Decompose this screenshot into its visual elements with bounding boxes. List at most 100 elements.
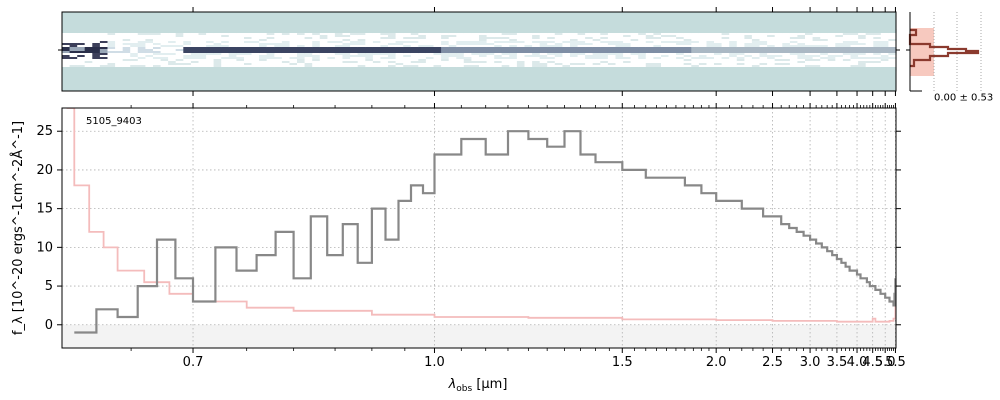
spectrum-2d-cell xyxy=(585,55,594,58)
spectrum-2d-cell xyxy=(441,45,450,48)
spectrum-2d-cell xyxy=(62,37,71,40)
spectrum-2d-cell xyxy=(251,63,260,66)
spectrum-2d-cell xyxy=(858,51,867,54)
spectrum-2d-cell xyxy=(388,59,397,62)
spectrum-2d-cell xyxy=(698,39,708,42)
spectrum-2d-cell xyxy=(865,63,874,66)
spectrum-2d-cell xyxy=(372,67,382,70)
spectrum-2d-cell xyxy=(547,47,556,50)
spectrum-2d-cell xyxy=(281,65,291,68)
spectrum-2d-cell xyxy=(676,57,685,60)
spectrum-2d-cell xyxy=(168,39,177,42)
spectrum-2d-cell xyxy=(206,37,215,40)
spectrum-2d-cell xyxy=(774,45,783,48)
spectrum-2d-cell xyxy=(683,69,692,72)
spectrum-2d-cell xyxy=(812,55,821,58)
spectrum-2d-cell xyxy=(797,35,806,38)
spectrum-2d-cell xyxy=(418,55,427,58)
spectrum-2d-cell xyxy=(501,63,510,66)
spectrum-2d-cell xyxy=(539,51,548,54)
spectrum-2d-cell xyxy=(850,51,859,54)
spectrum-2d-cell xyxy=(99,33,109,36)
spectrum-2d-cell xyxy=(342,69,351,72)
spectrum-2d-cell xyxy=(706,31,715,34)
spectrum-2d-cell xyxy=(69,53,78,56)
spectrum-2d-cell xyxy=(456,53,465,56)
spectrum-2d-cell xyxy=(607,29,617,32)
spectrum-2d-cell xyxy=(388,29,397,32)
spectrum-2d-cell xyxy=(395,43,404,46)
spectrum-2d-cell xyxy=(289,31,298,34)
spectrum-2d-cell xyxy=(342,59,351,62)
spectrum-2d-cell xyxy=(767,61,776,64)
spectrum-2d-cell xyxy=(84,55,93,58)
spectrum-2d-cell xyxy=(410,49,419,52)
spectrum-2d-cell xyxy=(289,53,298,56)
spectrum-2d-cell xyxy=(638,55,647,58)
spectrum-2d-cell xyxy=(334,37,344,40)
spectrum-2d-cell xyxy=(122,65,131,68)
spectrum-2d-cell xyxy=(107,55,116,58)
spectrum-2d-cell xyxy=(365,67,374,70)
spectrum-2d-cell xyxy=(372,49,382,52)
spectrum-2d-cell xyxy=(388,35,397,38)
spectrum-2d-cell xyxy=(554,53,563,56)
spectrum-2d-cell xyxy=(342,57,351,60)
spectrum-2d-cell xyxy=(676,49,685,52)
spectrum-2d-cell xyxy=(858,59,867,62)
spectrum-2d-cell xyxy=(183,49,192,52)
spectrum-2d-cell xyxy=(190,33,200,36)
spectrum-2d-cell xyxy=(221,67,230,70)
spectrum-2d-cell xyxy=(122,61,131,64)
spectrum-2d-cell xyxy=(380,61,389,64)
spectrum-2d-cell xyxy=(888,65,897,68)
spectrum-2d-cell xyxy=(69,37,78,40)
spectrum-2d-cell xyxy=(767,69,776,72)
spectrum-2d-cell xyxy=(77,41,86,44)
spectrum-2d-cell xyxy=(805,45,814,48)
spectrum-2d-cell xyxy=(251,49,260,52)
spectrum-2d-cell xyxy=(774,61,783,64)
spectrum-2d-cell xyxy=(471,45,480,48)
spectrum-2d-cell xyxy=(350,33,359,36)
spectrum-2d-cell xyxy=(524,29,533,32)
spectrum-2d-cell xyxy=(547,57,556,60)
spectrum-2d-cell xyxy=(501,49,510,52)
spectrum-2d-cell xyxy=(774,39,783,42)
spectrum-2d-cell xyxy=(585,33,594,36)
spectrum-2d-cell xyxy=(812,43,821,46)
spectrum-2d-cell xyxy=(304,57,313,60)
spectrum-2d-cell xyxy=(433,53,442,56)
spectrum-2d-cell xyxy=(782,41,791,44)
spectrum-2d-cell xyxy=(266,55,275,58)
spectrum-2d-cell xyxy=(698,65,708,68)
spectrum-2d-cell xyxy=(820,31,829,34)
spectrum-2d-cell xyxy=(562,61,571,64)
spectrum-2d-cell xyxy=(266,47,275,50)
spectrum-2d-cell xyxy=(304,69,313,72)
spectrum-2d-cell xyxy=(653,61,662,64)
spectrum-2d-cell xyxy=(524,37,533,40)
spectrum-2d-cell xyxy=(835,49,844,52)
spectrum-2d-cell xyxy=(661,53,670,56)
spectrum-2d-cell xyxy=(304,41,313,44)
spectrum-2d-cell xyxy=(153,49,162,52)
spectrum-2d-cell xyxy=(319,31,328,34)
spectrum-2d-cell xyxy=(751,57,761,60)
spectrum-2d-cell xyxy=(585,65,594,68)
spectrum-2d-cell xyxy=(289,45,298,48)
spectrum-2d-cell xyxy=(236,61,245,64)
spectrum-2d-cell xyxy=(759,37,768,40)
spectrum-2d-cell xyxy=(92,45,101,48)
spectrum-2d-cell xyxy=(213,29,222,32)
spectrum-2d-cell xyxy=(433,49,442,52)
spectrum-2d-cell xyxy=(441,29,450,32)
spectrum-2d-cell xyxy=(767,31,776,34)
spectrum-2d-cell xyxy=(418,49,427,52)
spectrum-2d-cell xyxy=(221,69,230,72)
spectrum-2d-cell xyxy=(751,49,761,52)
spectrum-2d-cell xyxy=(554,29,563,32)
spectrum-2d-cell xyxy=(236,63,245,66)
spectrum-2d-cell xyxy=(388,43,397,46)
spectrum-2d-cell xyxy=(479,41,488,44)
